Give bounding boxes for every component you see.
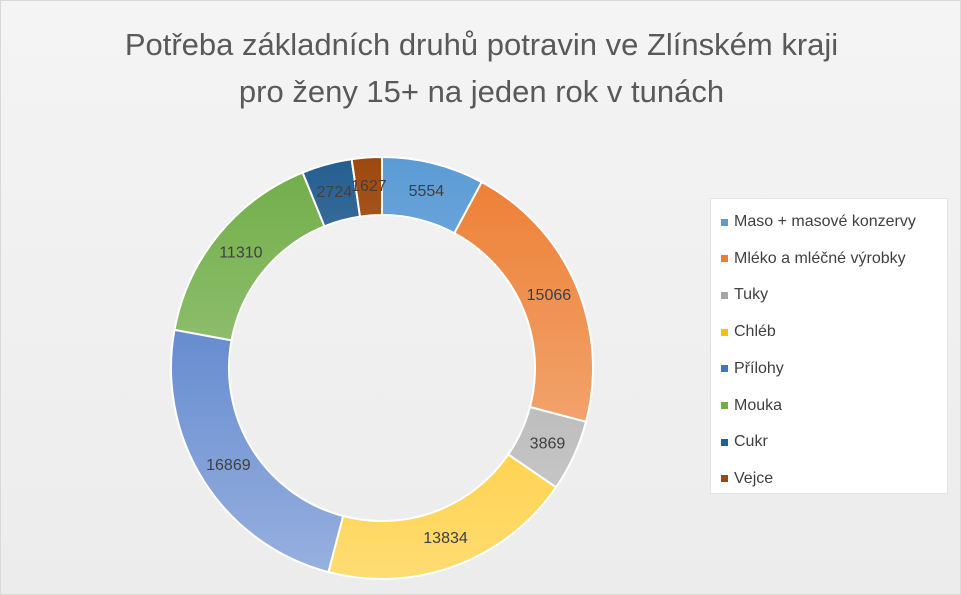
legend-swatch	[721, 328, 728, 336]
legend-item-mleko-a-mlecne-vyrobky: Mléko a mléčné výrobky	[721, 249, 906, 269]
data-label-chleb: 13834	[423, 530, 468, 547]
data-label-tuky: 3869	[530, 435, 566, 452]
legend-swatch	[721, 218, 728, 226]
legend-swatch	[721, 291, 728, 299]
legend-label: Přílohy	[734, 359, 784, 377]
slice-mleko-a-mlecne-vyrobky	[452, 180, 594, 424]
slice-chleb	[327, 453, 558, 580]
slice-vejce	[350, 155, 383, 218]
legend-item-tuky: Tuky	[721, 285, 768, 305]
legend-item-vejce: Vejce	[721, 469, 773, 489]
chart-title-line-1: Potřeba základních druhů potravin ve Zlí…	[124, 27, 839, 62]
legend-label: Chléb	[734, 323, 776, 341]
legend-item-mouka: Mouka	[721, 396, 782, 416]
legend-item-cukr: Cukr	[721, 432, 768, 452]
legend-swatch	[721, 475, 728, 483]
legend-label: Cukr	[734, 433, 768, 451]
data-label-prilohy: 16869	[206, 457, 251, 474]
legend-swatch	[721, 402, 728, 409]
legend-label: Mouka	[734, 396, 783, 414]
data-label-mleko-a-mlecne-vyrobky: 15066	[527, 287, 572, 304]
legend-swatch	[721, 438, 728, 446]
legend-item-chleb: Chléb	[721, 322, 776, 342]
chart-title: Potřeba základních druhů potravin ve Zlí…	[1, 21, 960, 115]
slice-prilohy	[170, 328, 345, 574]
data-label-maso-masove-konzervy: 5554	[409, 183, 445, 200]
data-label-vejce: 1627	[351, 178, 387, 195]
legend-label: Tuky	[734, 286, 769, 304]
legend-swatch	[721, 365, 728, 373]
legend-label: Maso + masové konzervy	[734, 213, 916, 230]
chart-title-line-2: pro ženy 15+ na jeden rok v tunách	[238, 74, 725, 109]
legend-label: Vejce	[734, 469, 774, 487]
legend-swatch	[721, 255, 728, 263]
legend-item-prilohy: Přílohy	[721, 359, 784, 379]
chart-legend: Maso + masové konzervy Mléko a mléčné výr…	[710, 198, 948, 494]
legend-label: Mléko a mléčné výrobky	[734, 249, 906, 267]
data-label-mouka: 11310	[219, 245, 262, 262]
legend-item-maso-masove-konzervy: Maso + masové konzervy	[721, 212, 916, 232]
data-label-cukr: 2724	[317, 184, 353, 201]
